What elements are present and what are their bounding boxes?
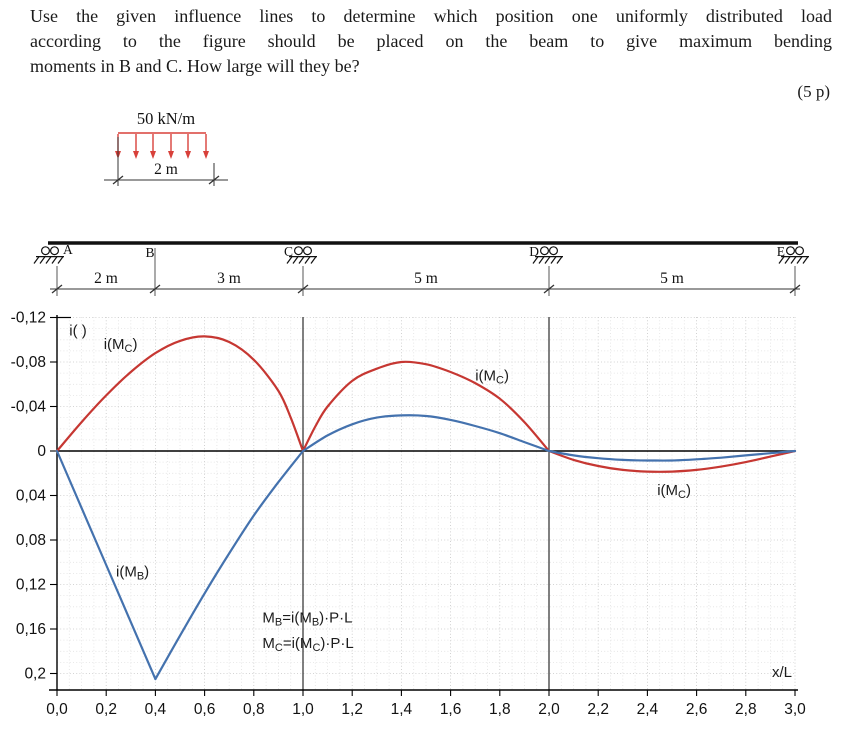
svg-text:1,8: 1,8 (489, 701, 511, 718)
svg-text:0,16: 0,16 (16, 621, 46, 638)
node-label-d: D (529, 244, 539, 259)
statement-line-3: moments in B and C. How large will they … (30, 56, 360, 76)
curve-label: i(MB​) (116, 564, 149, 583)
svg-text:1,4: 1,4 (391, 701, 413, 718)
svg-text:0,4: 0,4 (145, 701, 167, 718)
chart-tick-marks (50, 316, 796, 696)
support-a (33, 246, 65, 265)
curve-label: i(MC​) (657, 482, 691, 501)
node-label-c: C (284, 244, 293, 259)
chart-grid (56, 317, 796, 690)
svg-text:3,0: 3,0 (784, 701, 806, 718)
support-marker-lines (302, 317, 550, 690)
svg-text:0,04: 0,04 (16, 488, 47, 505)
chart-annotations: i(MC​) i(MC​) i(MC​) i(MB​) MB​=i(MB​)·P·L MC… (69, 322, 792, 681)
svg-text:0,0: 0,0 (46, 701, 68, 718)
node-label-a: A (63, 242, 73, 257)
beam-dimension-line (50, 284, 801, 294)
span-label-de: 5 m (660, 270, 684, 287)
influence-line-mb (55, 414, 797, 681)
curve-label: MC​=i(MC​)·P·L (262, 635, 353, 654)
influence-line-mc (55, 335, 797, 473)
svg-text:2,4: 2,4 (637, 701, 659, 718)
beam-node-labels: A B C D E (63, 242, 785, 260)
svg-text:1,6: 1,6 (440, 701, 462, 718)
svg-text:2,6: 2,6 (686, 701, 708, 718)
svg-text:-0,12: -0,12 (11, 310, 46, 327)
curve-label: MB​=i(MB​)·P·L (262, 609, 352, 628)
svg-text:1,2: 1,2 (341, 701, 363, 718)
beam-span-labels: 2 m 3 m 5 m 5 m (94, 270, 684, 287)
svg-text:0,08: 0,08 (16, 532, 46, 549)
problem-statement: Use the given influence lines to determi… (30, 4, 832, 79)
svg-text:2,8: 2,8 (735, 701, 757, 718)
node-label-e: E (777, 244, 785, 259)
svg-text:0,2: 0,2 (24, 666, 46, 683)
y-axis-label: i( ) (69, 322, 87, 339)
dimension-extension-lines (56, 248, 796, 296)
load-dimension-line (104, 137, 228, 186)
points-label: (5 p) (797, 82, 830, 101)
x-axis-tick-labels: 0,0 0,2 0,4 0,6 0,8 1,0 1,2 1,4 1,6 1,8 2,0 2,2 2,4 2… (46, 701, 806, 718)
span-label-bc: 3 m (217, 270, 241, 287)
load-figure: 50 kN/m (104, 109, 228, 186)
influence-line-chart: 0,0 0,2 0,4 0,6 0,8 1,0 1,2 1,4 1,6 1,8 2,0 2,2 2,4 2… (11, 310, 806, 719)
curve-label: i(MC​) (104, 336, 138, 355)
svg-text:0: 0 (37, 443, 46, 460)
span-label-ab: 2 m (94, 270, 118, 287)
svg-text:2,2: 2,2 (587, 701, 609, 718)
curve-label: i(MC​) (475, 367, 509, 386)
statement-line-2: according to the figure should be placed… (30, 31, 832, 51)
svg-text:-0,08: -0,08 (11, 354, 46, 371)
svg-text:2,0: 2,0 (538, 701, 560, 718)
load-width-label: 2 m (154, 161, 178, 178)
x-axis-label: x/L (772, 664, 792, 681)
load-intensity-label: 50 kN/m (137, 109, 195, 128)
svg-text:0,6: 0,6 (194, 701, 216, 718)
chart-axes (49, 315, 798, 691)
span-label-cd: 5 m (414, 270, 438, 287)
node-label-b: B (145, 245, 154, 260)
svg-text:1,0: 1,0 (292, 701, 314, 718)
svg-text:0,12: 0,12 (16, 577, 46, 594)
beam-figure: A B C D E 2 m (33, 241, 810, 296)
svg-text:0,2: 0,2 (95, 701, 117, 718)
statement-line-1: Use the given influence lines to determi… (30, 6, 832, 26)
svg-text:-0,04: -0,04 (11, 399, 47, 416)
distributed-load-arrows (115, 132, 209, 159)
svg-text:0,8: 0,8 (243, 701, 265, 718)
y-axis-tick-labels: -0,12 -0,08 -0,04 0 0,04 0,08 0,12 0,16 0,2 (11, 310, 47, 683)
